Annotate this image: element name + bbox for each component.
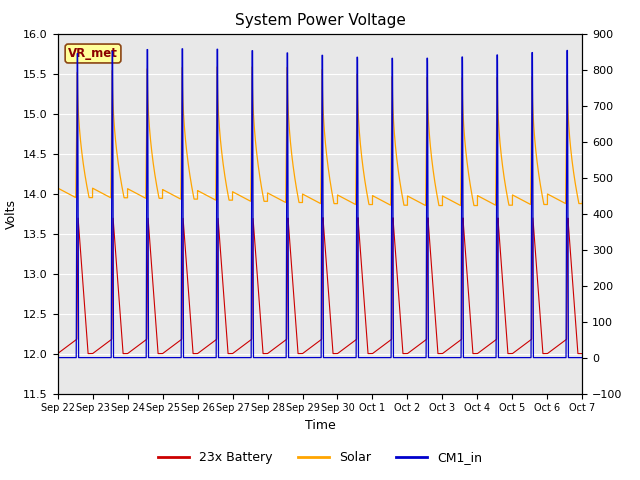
Line: Solar: Solar	[58, 67, 582, 205]
CM1_in	[577, 355, 584, 360]
Solar	[467, 186, 475, 192]
Solar	[166, 191, 173, 196]
23x Battery	[250, 229, 258, 235]
Title: System Power Voltage: System Power Voltage	[235, 13, 405, 28]
Solar	[577, 201, 584, 206]
Solar	[250, 121, 258, 127]
CM1_in	[467, 355, 475, 360]
CM1_in	[179, 46, 186, 52]
23x Battery	[166, 345, 173, 351]
Solar	[248, 64, 256, 70]
23x Battery	[467, 322, 475, 328]
Line: 23x Battery: 23x Battery	[58, 217, 582, 354]
CM1_in	[161, 355, 168, 360]
23x Battery	[54, 351, 61, 357]
Line: CM1_in: CM1_in	[58, 49, 582, 358]
23x Battery	[319, 215, 327, 220]
Y-axis label: Volts: Volts	[4, 199, 17, 228]
Solar	[435, 203, 443, 208]
Legend: 23x Battery, Solar, CM1_in: 23x Battery, Solar, CM1_in	[153, 446, 487, 469]
Solar	[392, 151, 400, 157]
X-axis label: Time: Time	[305, 419, 335, 432]
CM1_in	[166, 355, 173, 360]
23x Battery	[579, 351, 586, 357]
Text: VR_met: VR_met	[68, 47, 118, 60]
CM1_in	[250, 355, 258, 360]
23x Battery	[392, 260, 400, 265]
Solar	[579, 199, 586, 204]
Solar	[161, 188, 168, 193]
CM1_in	[579, 355, 586, 360]
23x Battery	[577, 351, 584, 357]
Solar	[54, 185, 61, 191]
CM1_in	[54, 355, 61, 360]
CM1_in	[392, 355, 400, 360]
23x Battery	[161, 349, 168, 355]
